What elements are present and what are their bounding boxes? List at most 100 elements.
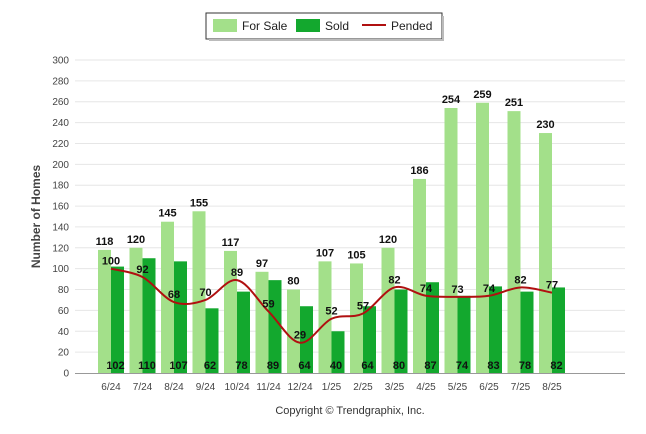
- y-tick-label: 20: [58, 348, 70, 359]
- label-sold: 78: [519, 360, 531, 372]
- y-tick-label: 240: [52, 118, 69, 129]
- label-sold: 74: [456, 360, 469, 372]
- bar-sold: [552, 287, 565, 373]
- bar-for-sale: [129, 247, 143, 373]
- label-pended: 89: [231, 267, 243, 279]
- label-for-sale: 117: [222, 237, 240, 249]
- bar-sold: [268, 280, 282, 373]
- label-sold: 87: [424, 360, 436, 372]
- x-tick-label: 6/24: [101, 382, 121, 393]
- label-sold: 107: [169, 360, 187, 372]
- label-for-sale: 251: [505, 97, 523, 109]
- copyright-text: Copyright © Trendgraphix, Inc.: [275, 405, 424, 417]
- y-tick-label: 100: [52, 264, 69, 275]
- label-pended: 92: [136, 264, 148, 276]
- label-pended: 68: [168, 289, 180, 301]
- bar-sold: [363, 306, 376, 373]
- bar-for-sale: [539, 133, 552, 373]
- label-pended: 73: [451, 284, 463, 296]
- legend-swatch-for-sale: [213, 19, 237, 32]
- y-axis-title: Number of Homes: [29, 165, 43, 269]
- y-tick-label: 0: [63, 369, 69, 380]
- label-for-sale: 186: [410, 165, 428, 177]
- label-for-sale: 105: [347, 249, 365, 261]
- label-for-sale: 145: [158, 208, 176, 220]
- label-for-sale: 118: [96, 236, 114, 248]
- label-for-sale: 97: [256, 258, 268, 270]
- label-sold: 64: [361, 360, 374, 372]
- y-tick-label: 60: [58, 306, 70, 317]
- label-sold: 102: [106, 360, 124, 372]
- label-pended: 70: [199, 287, 211, 299]
- bar-for-sale: [255, 271, 269, 373]
- label-for-sale: 120: [127, 234, 145, 246]
- label-sold: 80: [393, 360, 405, 372]
- x-tick-label: 4/25: [416, 382, 436, 393]
- x-tick-label: 8/24: [164, 382, 184, 393]
- x-tick-label: 7/25: [511, 382, 531, 393]
- label-pended: 82: [514, 274, 526, 286]
- label-sold: 82: [550, 360, 562, 372]
- label-for-sale: 80: [287, 276, 299, 288]
- legend-label-sold: Sold: [325, 19, 349, 33]
- label-sold: 83: [487, 360, 499, 372]
- bar-sold: [331, 331, 345, 373]
- legend-label-pended: Pended: [391, 19, 432, 33]
- bar-for-sale: [98, 249, 111, 373]
- x-tick-label: 5/25: [448, 382, 468, 393]
- bar-sold: [111, 266, 124, 373]
- bar-sold: [142, 258, 156, 373]
- bar-for-sale: [224, 250, 237, 373]
- label-for-sale: 155: [190, 197, 208, 209]
- y-tick-label: 80: [58, 285, 70, 296]
- y-tick-label: 40: [58, 327, 70, 338]
- x-tick-label: 2/25: [353, 382, 373, 393]
- bar-sold: [174, 261, 187, 373]
- label-sold: 110: [138, 360, 156, 372]
- bar-for-sale: [350, 263, 363, 373]
- bar-for-sale: [413, 178, 426, 373]
- legend-shadow-bottom: [209, 39, 444, 41]
- legend-shadow-right: [442, 16, 444, 41]
- x-tick-label: 7/24: [133, 382, 153, 393]
- bar-sold: [205, 308, 219, 373]
- pended-line-group: [110, 267, 553, 344]
- legend: For Sale Sold Pended: [205, 12, 444, 41]
- y-tick-label: 260: [52, 97, 69, 108]
- legend-swatch-sold: [296, 19, 320, 32]
- label-for-sale: 120: [379, 234, 397, 246]
- x-tick-label: 3/25: [385, 382, 405, 393]
- bar-sold: [394, 289, 408, 373]
- bar-for-sale: [444, 107, 458, 373]
- bar-sold: [237, 291, 250, 373]
- pended-line: [110, 267, 553, 344]
- y-tick-label: 120: [52, 243, 69, 254]
- label-sold: 78: [235, 360, 247, 372]
- bar-sold: [489, 286, 502, 373]
- label-sold: 64: [298, 360, 311, 372]
- legend-label-for-sale: For Sale: [242, 19, 288, 33]
- x-tick-label: 6/25: [479, 382, 499, 393]
- label-pended: 29: [294, 330, 306, 342]
- x-tick-label: 11/24: [256, 382, 281, 393]
- y-axis-ticks: 0 20 40 60 80 100 120 140 160 180 200 220 240 260 280 3…: [52, 56, 69, 380]
- bar-for-sale: [507, 111, 521, 373]
- bar-for-sale: [287, 289, 300, 373]
- x-axis-ticks: 6/24 7/24 8/24 9/24 10/24 11/24 12/24 1/25 2/25 3…: [101, 382, 562, 393]
- bar-for-sale: [192, 211, 206, 373]
- bar-sold: [300, 306, 313, 373]
- label-pended: 57: [357, 301, 369, 313]
- label-pended: 74: [483, 283, 496, 295]
- label-for-sale: 254: [442, 94, 461, 106]
- label-pended: 74: [420, 283, 433, 295]
- label-pended: 100: [102, 256, 120, 268]
- label-pended: 77: [546, 280, 558, 292]
- y-tick-label: 140: [52, 222, 69, 233]
- label-for-sale: 259: [473, 89, 491, 101]
- label-sold: 40: [330, 360, 342, 372]
- x-tick-label: 8/25: [542, 382, 562, 393]
- label-for-sale: 230: [536, 119, 554, 131]
- x-tick-label: 1/25: [322, 382, 342, 393]
- bar-sold: [457, 295, 471, 373]
- label-for-sale: 107: [316, 247, 334, 259]
